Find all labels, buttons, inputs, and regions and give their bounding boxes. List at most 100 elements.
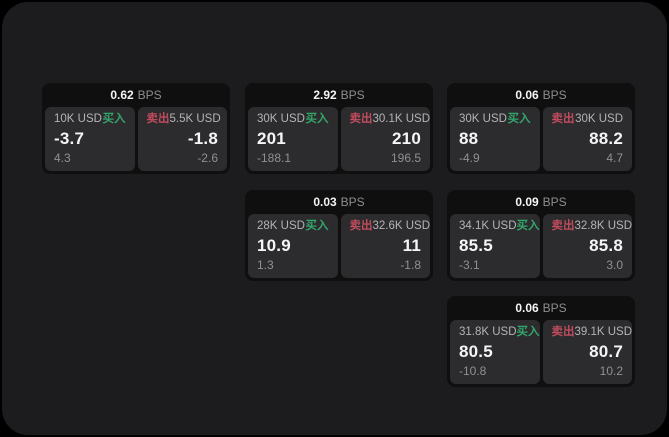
buy-tile-header: 28K USD 买入: [257, 220, 329, 233]
quote-card-6: 0.06 BPS 31.8K USD 买入 80.5 -10.8 卖出 39.1…: [447, 296, 635, 387]
bps-value: 0.09: [515, 195, 539, 209]
sell-side-label: 卖出: [551, 326, 575, 338]
buy-price: 85.5: [459, 236, 493, 256]
sell-tile-header: 卖出 39.1K USD: [551, 326, 633, 339]
bps-unit-label: BPS: [340, 88, 365, 102]
sell-tile[interactable]: 卖出 32.8K USD 85.8 3.0: [542, 214, 633, 278]
bps-unit-label: BPS: [340, 195, 365, 209]
sell-side-label: 卖出: [349, 220, 373, 232]
sell-price: 210: [392, 129, 421, 149]
buy-tile[interactable]: 30K USD 买入 88 -4.9: [450, 107, 540, 171]
buy-price: 10.9: [257, 236, 291, 256]
sell-side-label: 卖出: [349, 113, 373, 125]
sell-amount: 39.1K USD: [574, 326, 633, 338]
buy-tile-header: 30K USD 买入: [257, 113, 329, 126]
bps-unit-label: BPS: [542, 195, 567, 209]
card-header: 0.03 BPS: [248, 190, 430, 214]
buy-secondary-value: -188.1: [257, 151, 292, 165]
card-body: 30K USD 买入 201 -188.1 卖出 30.1K USD 210 1…: [248, 107, 430, 171]
quote-card-2: 2.92 BPS 30K USD 买入 201 -188.1 卖出 30.1K …: [245, 83, 433, 174]
buy-amount: 31.8K USD: [459, 326, 517, 338]
buy-tile[interactable]: 31.8K USD 买入 80.5 -10.8: [450, 320, 540, 384]
card-body: 30K USD 买入 88 -4.9 卖出 30K USD 88.2 4.7: [450, 107, 632, 171]
sell-tile[interactable]: 卖出 30.1K USD 210 196.5: [340, 107, 431, 171]
buy-secondary-value: -4.9: [459, 151, 480, 165]
buy-side-label: 买入: [305, 113, 329, 125]
buy-amount: 34.1K USD: [459, 220, 517, 232]
buy-tile[interactable]: 28K USD 买入 10.9 1.3: [248, 214, 338, 278]
bps-value: 0.06: [515, 301, 539, 315]
sell-price: 80.7: [589, 342, 623, 362]
sell-tile[interactable]: 卖出 5.5K USD -1.8 -2.6: [137, 107, 227, 171]
buy-tile-header: 10K USD 买入: [54, 113, 126, 126]
buy-side-label: 买入: [516, 220, 540, 232]
buy-amount: 10K USD: [54, 113, 102, 125]
buy-side-label: 买入: [507, 113, 531, 125]
sell-amount: 30K USD: [575, 113, 623, 125]
buy-price: -3.7: [54, 129, 85, 149]
sell-price: 11: [402, 236, 421, 256]
sell-tile-header: 卖出 30.1K USD: [349, 113, 431, 126]
bps-unit-label: BPS: [542, 88, 567, 102]
buy-secondary-value: 4.3: [54, 151, 71, 165]
sell-tile[interactable]: 卖出 32.6K USD 11 -1.8: [340, 214, 431, 278]
bps-unit-label: BPS: [137, 88, 162, 102]
bps-value: 0.06: [515, 88, 539, 102]
bps-unit-label: BPS: [542, 301, 567, 315]
card-header: 0.06 BPS: [450, 296, 632, 320]
sell-side-label: 卖出: [551, 220, 575, 232]
sell-amount: 5.5K USD: [169, 113, 221, 125]
buy-secondary-value: 1.3: [257, 258, 274, 272]
sell-tile-header: 卖出 32.8K USD: [551, 220, 633, 233]
card-header: 0.62 BPS: [45, 83, 227, 107]
card-header: 2.92 BPS: [248, 83, 430, 107]
quote-card-5: 0.09 BPS 34.1K USD 买入 85.5 -3.1 卖出 32.8K…: [447, 190, 635, 281]
buy-amount: 30K USD: [257, 113, 305, 125]
sell-tile[interactable]: 卖出 30K USD 88.2 4.7: [542, 107, 632, 171]
sell-tile-header: 卖出 32.6K USD: [349, 220, 431, 233]
sell-price: 85.8: [589, 236, 623, 256]
card-body: 31.8K USD 买入 80.5 -10.8 卖出 39.1K USD 80.…: [450, 320, 632, 384]
sell-secondary-value: -1.8: [400, 258, 421, 272]
buy-amount: 30K USD: [459, 113, 507, 125]
bps-value: 0.62: [110, 88, 134, 102]
buy-secondary-value: -10.8: [459, 364, 487, 378]
buy-secondary-value: -3.1: [459, 258, 480, 272]
card-header: 0.09 BPS: [450, 190, 632, 214]
sell-secondary-value: 10.2: [599, 364, 623, 378]
buy-tile-header: 31.8K USD 买入: [459, 326, 540, 339]
card-body: 10K USD 买入 -3.7 4.3 卖出 5.5K USD -1.8 -2.…: [45, 107, 227, 171]
buy-tile[interactable]: 30K USD 买入 201 -188.1: [248, 107, 338, 171]
quote-card-3: 0.06 BPS 30K USD 买入 88 -4.9 卖出 30K USD 8…: [447, 83, 635, 174]
sell-amount: 30.1K USD: [372, 113, 431, 125]
buy-tile-header: 30K USD 买入: [459, 113, 531, 126]
bps-value: 0.03: [313, 195, 337, 209]
sell-secondary-value: -2.6: [197, 151, 218, 165]
buy-price: 88: [459, 129, 479, 149]
sell-tile[interactable]: 卖出 39.1K USD 80.7 10.2: [542, 320, 633, 384]
sell-side-label: 卖出: [146, 113, 170, 125]
buy-price: 80.5: [459, 342, 493, 362]
quote-card-4: 0.03 BPS 28K USD 买入 10.9 1.3 卖出 32.6K US…: [245, 190, 433, 281]
buy-side-label: 买入: [305, 220, 329, 232]
sell-secondary-value: 3.0: [606, 258, 623, 272]
buy-tile[interactable]: 10K USD 买入 -3.7 4.3: [45, 107, 135, 171]
bps-value: 2.92: [313, 88, 337, 102]
buy-price: 201: [257, 129, 286, 149]
buy-side-label: 买入: [102, 113, 126, 125]
buy-tile-header: 34.1K USD 买入: [459, 220, 540, 233]
sell-price: 88.2: [589, 129, 623, 149]
card-body: 28K USD 买入 10.9 1.3 卖出 32.6K USD 11 -1.8: [248, 214, 430, 278]
buy-amount: 28K USD: [257, 220, 305, 232]
card-header: 0.06 BPS: [450, 83, 632, 107]
sell-price: -1.8: [187, 129, 218, 149]
sell-amount: 32.6K USD: [372, 220, 431, 232]
sell-side-label: 卖出: [551, 113, 575, 125]
sell-secondary-value: 4.7: [606, 151, 623, 165]
quote-card-1: 0.62 BPS 10K USD 买入 -3.7 4.3 卖出 5.5K USD…: [42, 83, 230, 174]
buy-side-label: 买入: [516, 326, 540, 338]
sell-tile-header: 卖出 30K USD: [551, 113, 624, 126]
buy-tile[interactable]: 34.1K USD 买入 85.5 -3.1: [450, 214, 540, 278]
sell-amount: 32.8K USD: [574, 220, 633, 232]
